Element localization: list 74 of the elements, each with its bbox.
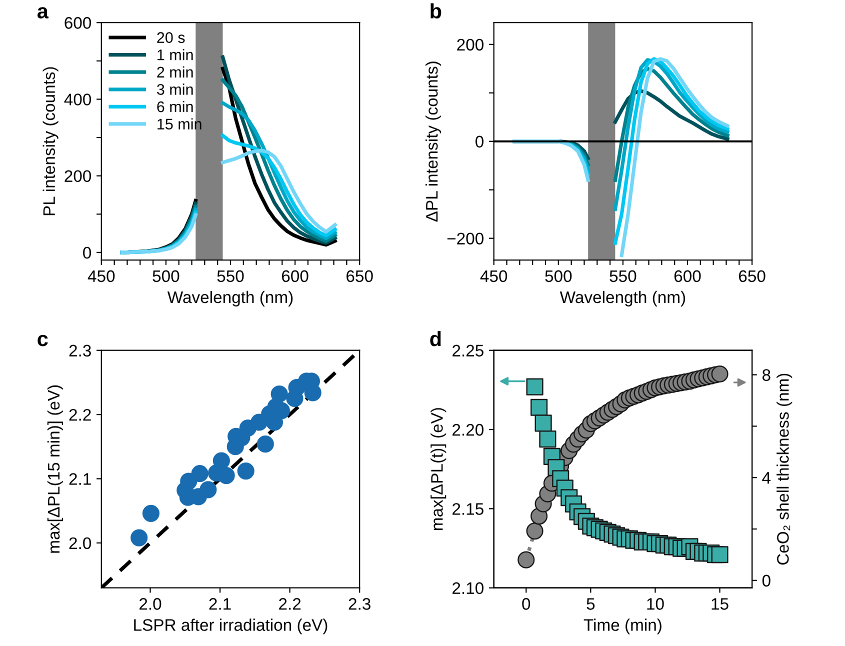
point	[526, 522, 544, 540]
y-tick-label: 600	[64, 17, 92, 29]
x-tick-label: 2.1	[209, 598, 231, 610]
y2-tick-label: 8	[762, 369, 770, 381]
y2-tick-label: 0	[762, 574, 770, 587]
x-tick-label: 2.0	[140, 598, 162, 610]
y-tick-label: 0	[476, 136, 484, 148]
x-tick-label: 0	[522, 598, 530, 610]
point	[270, 385, 288, 403]
point	[212, 452, 230, 470]
point	[256, 436, 274, 453]
point	[518, 551, 535, 568]
x-tick-label: 10	[647, 598, 664, 610]
chart-title: d	[430, 330, 441, 346]
x-tick-label: 550	[217, 270, 244, 282]
x-tick-label: 2.3	[348, 598, 370, 610]
y-tick-label: 2.1	[69, 473, 91, 485]
point	[534, 414, 552, 432]
y-axis-title: ΔPL intensity (counts)	[426, 62, 442, 222]
x-tick-label: 5	[586, 598, 595, 610]
x-tick-label: 450	[480, 270, 508, 282]
chart-title: c	[38, 334, 48, 346]
x-tick-label: 2.2	[279, 598, 301, 610]
x-tick-label: 550	[610, 270, 636, 282]
point	[142, 504, 160, 522]
point	[237, 462, 254, 480]
y-axis-title: PL intensity (counts)	[42, 67, 58, 216]
y-tick-label: 200	[64, 170, 92, 182]
x-tick-label: 600	[674, 270, 701, 282]
x-tick-label: 650	[346, 270, 373, 282]
y-tick-label: 400	[64, 94, 92, 106]
x-tick-label: 600	[282, 270, 308, 282]
y-tick-label: −200	[447, 232, 484, 244]
y-tick-label: 2.20	[452, 424, 484, 436]
x-axis-title: LSPR after irradiation (eV)	[134, 618, 328, 634]
y-tick-label: 2.10	[452, 582, 484, 594]
x-tick-label: 500	[152, 270, 180, 282]
point	[711, 546, 728, 564]
point	[218, 466, 235, 484]
y2-tick-label: 4	[762, 472, 771, 484]
chart-title: b	[430, 3, 442, 18]
y-tick-label: 2.15	[452, 503, 484, 515]
x-axis-title: Wavelength (nm)	[560, 290, 686, 306]
point	[539, 430, 556, 448]
legend-label: 6 min	[157, 100, 193, 112]
point	[526, 378, 544, 396]
chart-title: a	[37, 7, 49, 18]
point	[200, 481, 217, 498]
x-tick-label: 450	[88, 270, 115, 282]
y-tick-label: 2.0	[69, 537, 92, 550]
x-tick-label: 650	[738, 270, 766, 282]
y-tick-label: 200	[457, 38, 484, 51]
y-axis-title: max[ΔPL(15 min)] (eV)	[47, 385, 63, 553]
point	[286, 390, 304, 408]
x-axis-title: Wavelength (nm)	[167, 290, 293, 306]
y-axis-title: max[ΔPL(t)] (eV)	[430, 408, 446, 530]
x-tick-label: 500	[545, 270, 572, 282]
x-tick-label: 15	[712, 598, 728, 610]
y-tick-label: 2.2	[69, 408, 91, 421]
y-tick-label: 2.3	[69, 344, 91, 357]
point	[191, 465, 208, 482]
point	[130, 529, 148, 546]
legend-label: 3 min	[156, 84, 193, 95]
point	[530, 398, 548, 416]
point	[304, 384, 322, 402]
legend-label: 15 min	[158, 118, 202, 130]
point	[711, 365, 728, 383]
y-tick-label: 0	[83, 246, 92, 259]
legend-label: 20 s	[157, 32, 185, 43]
legend-label: 1 min	[158, 49, 193, 60]
legend-label: 2 min	[157, 66, 193, 78]
x-axis-title: Time (min)	[584, 618, 662, 634]
y-tick-label: 2.25	[452, 344, 484, 357]
y2-axis-title: CeO₂ shell thickness (nm)	[776, 374, 792, 565]
